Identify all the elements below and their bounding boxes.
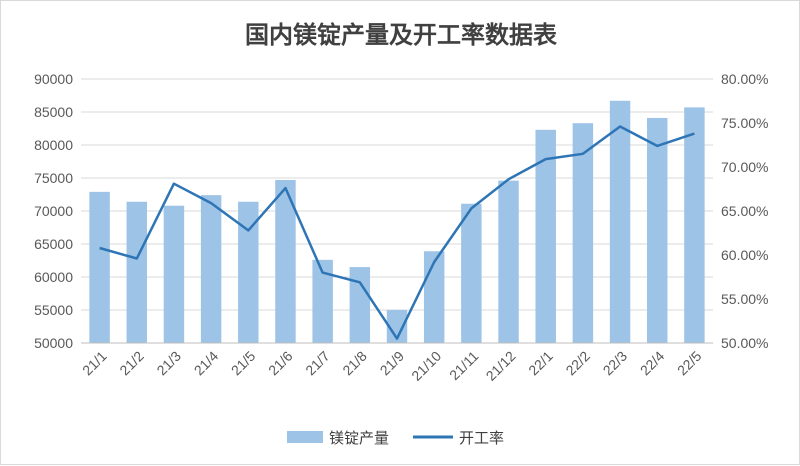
right-axis-tick-label: 50.00% [721,335,768,351]
bar-22/2 [572,123,594,343]
bar-21/6 [275,179,296,343]
x-axis-tick-label: 21/6 [265,348,296,379]
grid-lines [81,78,713,344]
left-axis-tick-label: 80000 [34,137,73,153]
legend-bar-label: 镁锭产量 [329,429,389,447]
x-axis-tick-label: 22/2 [562,348,593,379]
x-axis-tick-label: 21/1 [79,348,110,379]
left-axis-tick-label: 90000 [34,71,73,87]
left-axis-tick-label: 70000 [34,203,73,219]
right-axis-tick-label: 65.00% [721,203,768,219]
bar-21/8 [349,267,371,343]
left-axis-tick-label: 55000 [34,302,73,318]
bar-21/5 [238,201,259,343]
legend-line-label: 开工率 [459,429,504,447]
line-operating-rate [99,125,695,340]
x-axis-tick-label: 22/5 [674,348,705,379]
x-axis-tick-label: 21/4 [191,348,222,379]
x-axis-tick-label: 22/3 [600,348,631,379]
bar-21/11 [461,203,482,343]
x-axis-tick-label: 21/2 [116,348,147,379]
x-axis-tick-label: 21/12 [483,348,519,384]
bar-22/1 [535,129,556,343]
right-axis: 50.00% 55.00% 60.00% 65.00% 70.00% 75.00% 80.0… [721,71,768,351]
left-axis-tick-label: 75000 [34,170,73,186]
x-axis-tick-label: 21/9 [377,348,408,379]
x-axis-tick-label: 21/7 [302,348,333,379]
bar-21/4 [200,195,222,343]
right-axis-tick-label: 60.00% [721,247,768,263]
right-axis-tick-label: 80.00% [721,71,768,87]
left-axis-tick-label: 50000 [34,335,73,351]
bar-21/2 [126,201,147,343]
legend: 镁锭产量 开工率 [287,429,504,447]
left-axis-tick-label: 65000 [34,236,73,252]
legend-bar-swatch [287,431,323,443]
chart-title: 国内镁锭产量及开工率数据表 [245,20,558,49]
line-series [99,125,695,340]
right-axis-tick-label: 70.00% [721,159,768,175]
left-axis-tick-label: 85000 [34,104,73,120]
bar-series [81,100,713,344]
x-axis-tick-label: 21/8 [339,348,370,379]
bar-22/3 [609,100,631,343]
bar-21/12 [498,180,519,343]
bar-22/4 [647,117,668,343]
x-axis-tick-label: 21/5 [228,348,259,379]
x-axis: 21/1 21/2 21/3 21/4 21/5 21/6 21/7 21/8 21/9 21/1… [79,348,705,384]
x-axis-tick-label: 21/3 [153,348,184,379]
right-axis-tick-label: 75.00% [721,115,768,131]
bar-22/5 [684,107,705,343]
x-axis-tick-label: 22/4 [637,348,668,379]
left-axis: 50000 55000 60000 65000 70000 75000 80000 85000… [34,71,73,351]
x-axis-tick-label: 21/10 [408,348,444,384]
bar-21/1 [89,191,110,343]
bar-21/10 [423,251,445,343]
left-axis-tick-label: 60000 [34,269,73,285]
bar-21/7 [312,259,333,343]
bar-21/9 [386,310,408,343]
x-axis-tick-label: 22/1 [525,348,556,379]
bar-21/3 [163,205,185,343]
x-axis-tick-label: 21/11 [446,348,482,384]
right-axis-tick-label: 55.00% [721,291,768,307]
